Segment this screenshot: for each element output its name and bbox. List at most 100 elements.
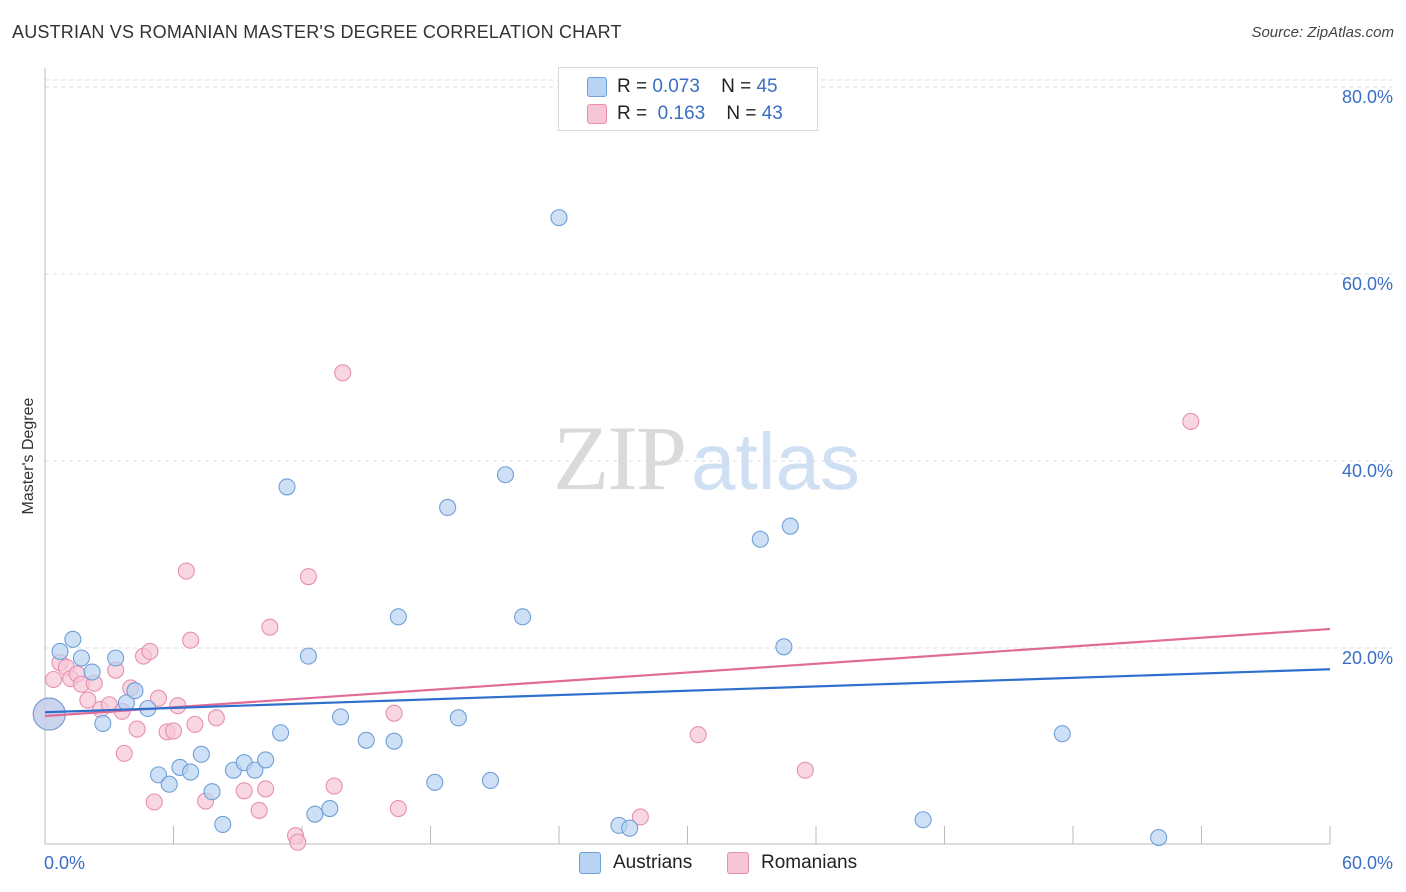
austrians-trend-line — [44, 668, 1331, 714]
romanian-point — [796, 761, 814, 779]
austrian-point — [781, 517, 799, 535]
n-value-romanians: 43 — [761, 103, 783, 124]
austrian-point — [331, 708, 350, 726]
n-label: N = — [726, 103, 757, 124]
austrians-points — [32, 209, 1168, 847]
austrian-point — [496, 466, 515, 484]
romanians-swatch — [587, 104, 607, 124]
y-tick-label: 20.0% — [1342, 648, 1393, 668]
austrian-point — [389, 608, 407, 626]
austrian-point — [357, 731, 375, 749]
bottom-legend-austrians-label: Austrians — [613, 852, 693, 873]
y-tick-label: 80.0% — [1342, 87, 1393, 107]
romanian-point — [325, 777, 343, 795]
austrian-point — [306, 805, 324, 823]
romanian-point — [207, 709, 225, 727]
austrian-point — [149, 766, 168, 784]
r-value-austrians: 0.073 — [652, 76, 700, 97]
austrian-point — [439, 498, 457, 517]
romanian-point — [289, 833, 307, 851]
austrian-point — [751, 530, 769, 548]
legend-text-austrians: R = 0.073 N = 45 — [617, 76, 778, 98]
austrian-point — [203, 783, 221, 801]
romanian-point — [631, 808, 649, 826]
austrian-point — [126, 682, 144, 700]
austrian-point — [621, 819, 639, 837]
austrian-point — [182, 763, 200, 781]
source-label: Source: ZipAtlas.com — [1251, 24, 1394, 41]
romanian-point — [149, 689, 168, 707]
romanian-point — [235, 782, 253, 800]
chart-title: AUSTRIAN VS ROMANIAN MASTER'S DEGREE COR… — [12, 22, 622, 42]
tick-labels: 20.0% 40.0% 60.0% 80.0% 0.0% 60.0% — [44, 87, 1393, 873]
austrian-point — [278, 478, 296, 496]
austrian-point — [321, 799, 339, 818]
r-label: R = — [617, 103, 648, 124]
r-label: R = — [617, 76, 648, 97]
trend-lines — [44, 627, 1331, 718]
romanian-point — [164, 722, 183, 740]
austrian-point — [107, 649, 125, 667]
romanian-point — [177, 562, 195, 580]
romanian-point — [141, 642, 159, 661]
romanian-point — [145, 793, 163, 811]
romanian-point — [299, 568, 317, 586]
bottom-legend-austrians: Austrians — [579, 852, 692, 874]
austrian-point — [83, 663, 101, 681]
gridlines — [45, 79, 1392, 649]
romanian-point — [45, 670, 63, 689]
romanians-swatch — [727, 852, 749, 874]
austrian-point — [160, 775, 178, 793]
y-tick-label: 40.0% — [1342, 461, 1393, 481]
y-axis-label-group: Master's Degree — [20, 397, 37, 514]
n-value-austrians: 45 — [756, 76, 778, 97]
austrians-swatch — [579, 852, 601, 874]
romanian-point — [385, 704, 403, 722]
austrian-point — [246, 761, 264, 779]
austrian-point — [449, 709, 467, 727]
austrian-point — [72, 649, 90, 667]
legend-text-romanians: R = 0.163 N = 43 — [617, 103, 783, 125]
romanian-point — [1182, 412, 1200, 430]
austrian-point — [775, 638, 793, 656]
romanian-point — [334, 364, 352, 382]
austrian-point — [514, 608, 532, 626]
n-label: N = — [721, 76, 752, 97]
austrian-point — [299, 647, 317, 665]
austrian-point — [94, 714, 112, 733]
austrian-point — [1150, 828, 1168, 847]
romanian-point — [186, 715, 204, 733]
romanians-trend-line — [44, 627, 1331, 718]
watermark-zip: ZIP — [553, 407, 687, 509]
austrian-point — [64, 630, 82, 648]
romanian-point — [257, 780, 275, 798]
x-tick-label: 0.0% — [44, 853, 85, 873]
romanian-point — [250, 801, 268, 819]
austrian-point — [51, 642, 69, 661]
romanian-point — [182, 631, 200, 649]
correlation-legend: R = 0.073 N = 45 R = 0.163 N = 43 — [558, 67, 818, 131]
bottom-legend-romanians: Romanians — [727, 852, 857, 874]
austrian-point — [1053, 725, 1071, 743]
bottom-legend-romanians-label: Romanians — [761, 852, 858, 873]
austrian-point — [385, 732, 403, 750]
austrians-swatch — [587, 77, 607, 97]
austrian-point — [257, 751, 275, 769]
austrian-point — [426, 773, 444, 791]
romanian-point — [115, 744, 133, 762]
romanian-point — [261, 618, 279, 636]
x-tick-label: 60.0% — [1342, 853, 1393, 873]
romanian-point — [79, 691, 97, 709]
austrian-point — [481, 771, 500, 790]
romanian-point — [389, 799, 407, 818]
austrian-point — [214, 815, 232, 833]
y-tick-label: 60.0% — [1342, 274, 1393, 294]
axes — [44, 68, 1331, 845]
romanian-point — [128, 720, 146, 738]
r-value-romanians: 0.163 — [657, 103, 706, 124]
austrian-point — [550, 209, 568, 227]
romanians-points — [32, 364, 1200, 851]
y-axis-label: Master's Degree — [20, 397, 37, 514]
austrian-point — [192, 745, 210, 763]
